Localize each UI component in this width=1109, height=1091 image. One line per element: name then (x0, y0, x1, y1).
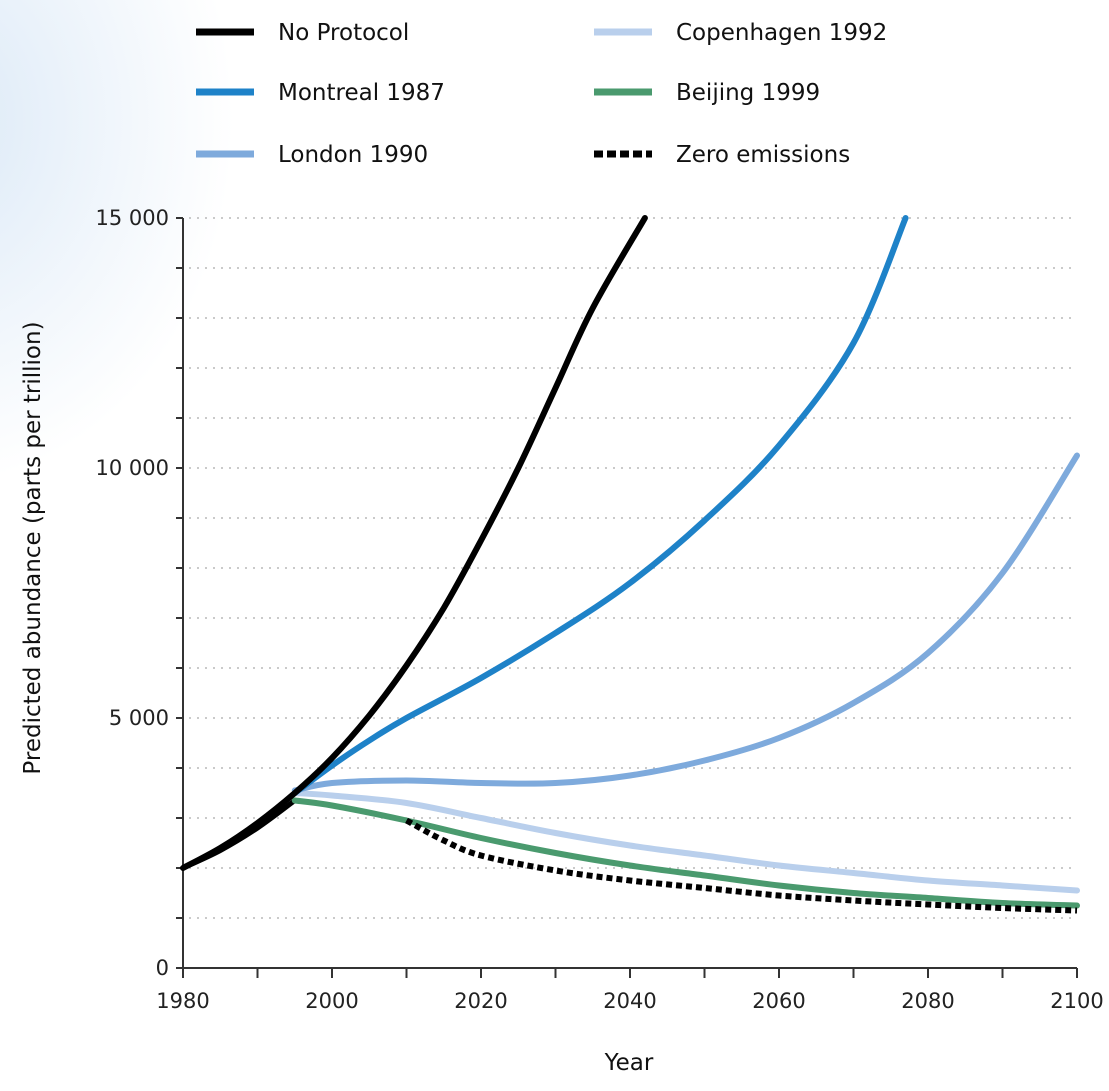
legend-item-no-protocol: No Protocol (196, 20, 409, 46)
legend-item-london-1990: London 1990 (196, 142, 428, 168)
series-line-no-protocol (180, 215, 648, 871)
x-tick-label: 2000 (305, 989, 358, 1013)
x-axis-title: Year (604, 1050, 654, 1076)
y-tick-label: 15 000 (96, 206, 169, 230)
series-lines (180, 215, 1080, 914)
legend-item-montreal-1987: Montreal 1987 (196, 80, 445, 106)
series-line-beijing-1999 (291, 797, 1080, 909)
x-tick-label: 2020 (454, 989, 507, 1013)
y-axis-title: Predicted abundance (parts per trillion) (20, 321, 46, 774)
x-tick-label: 2100 (1050, 989, 1103, 1013)
axes: 0 5 000 10 000 15 000 1980 2000 2020 2040 2060 20… (96, 206, 1104, 1013)
legend-label: Copenhagen 1992 (676, 20, 887, 46)
series-line-montreal-1987 (291, 215, 909, 796)
legend: No Protocol Montreal 1987 London 1990 Copen… (196, 20, 887, 168)
y-tick-label: 0 (156, 956, 169, 980)
x-tick-label: 1980 (156, 989, 209, 1013)
series-line-zero-emissions (405, 817, 1078, 914)
series-line-london-1990 (291, 452, 1080, 794)
x-tick-label: 2040 (603, 989, 656, 1013)
x-tick-label: 2080 (901, 989, 954, 1013)
y-tick-label: 5 000 (109, 706, 169, 730)
legend-item-beijing-1999: Beijing 1999 (594, 80, 820, 106)
legend-label: Montreal 1987 (278, 80, 445, 106)
legend-label: Zero emissions (676, 142, 850, 168)
legend-item-zero-emissions: Zero emissions (594, 142, 850, 168)
legend-label: No Protocol (278, 20, 409, 46)
legend-label: London 1990 (278, 142, 428, 168)
legend-item-copenhagen-1992: Copenhagen 1992 (594, 20, 887, 46)
y-tick-label: 10 000 (96, 456, 169, 480)
legend-label: Beijing 1999 (676, 80, 820, 106)
series-line-copenhagen-1992 (291, 790, 1080, 894)
gridlines (189, 217, 1077, 919)
x-tick-label: 2060 (752, 989, 805, 1013)
